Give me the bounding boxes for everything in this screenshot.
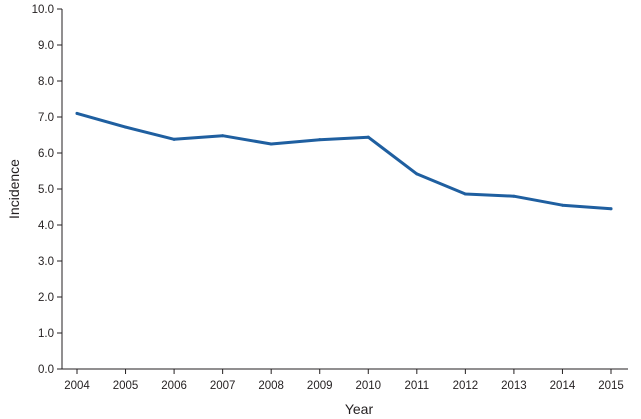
data-point	[172, 137, 176, 141]
y-tick-label: 2.0	[38, 292, 54, 304]
x-tick-label: 2007	[210, 380, 236, 392]
x-tick-label: 2004	[64, 380, 90, 392]
data-point	[221, 134, 225, 138]
x-axis: 2004 2005 2006 2007 2008 2009 2010 2011 2012 2013…	[62, 368, 628, 392]
y-tick-label: 0.0	[38, 364, 54, 376]
data-point	[318, 138, 322, 142]
y-tick-label: 5.0	[38, 184, 54, 196]
x-tick-label: 2015	[598, 380, 624, 392]
data-point	[512, 194, 516, 198]
x-tick-label: 2005	[113, 380, 139, 392]
y-tick-label: 9.0	[38, 40, 54, 52]
y-tick-label: 6.0	[38, 148, 54, 160]
data-point	[415, 172, 419, 176]
y-tick-label: 4.0	[38, 220, 54, 232]
y-axis-title: Incidence	[6, 159, 22, 219]
x-tick-label: 2014	[550, 380, 576, 392]
data-point	[366, 135, 370, 139]
x-tick-label: 2008	[258, 380, 284, 392]
data-point	[75, 111, 79, 115]
y-tick-label: 8.0	[38, 76, 54, 88]
x-axis-title: Year	[345, 401, 374, 417]
y-tick-label: 10.0	[32, 4, 54, 16]
x-tick-label: 2013	[501, 380, 527, 392]
data-point	[609, 207, 613, 211]
series-line	[75, 111, 613, 211]
y-axis: 0.0 1.0 2.0 3.0 4.0 5.0 6.0 7.0 8.0 9.0 10.0	[32, 4, 63, 376]
data-point	[269, 142, 273, 146]
x-tick-label: 2011	[404, 380, 429, 392]
data-point	[463, 192, 467, 196]
y-tick-label: 7.0	[38, 112, 54, 124]
x-tick-label: 2006	[161, 380, 187, 392]
y-tick-label: 1.0	[38, 328, 54, 340]
y-tick-label: 3.0	[38, 256, 54, 268]
data-point	[124, 125, 128, 129]
x-tick-label: 2009	[307, 380, 333, 392]
x-tick-label: 2010	[355, 380, 381, 392]
data-point	[560, 203, 564, 207]
x-tick-label: 2012	[453, 380, 479, 392]
plot-area	[75, 111, 613, 211]
